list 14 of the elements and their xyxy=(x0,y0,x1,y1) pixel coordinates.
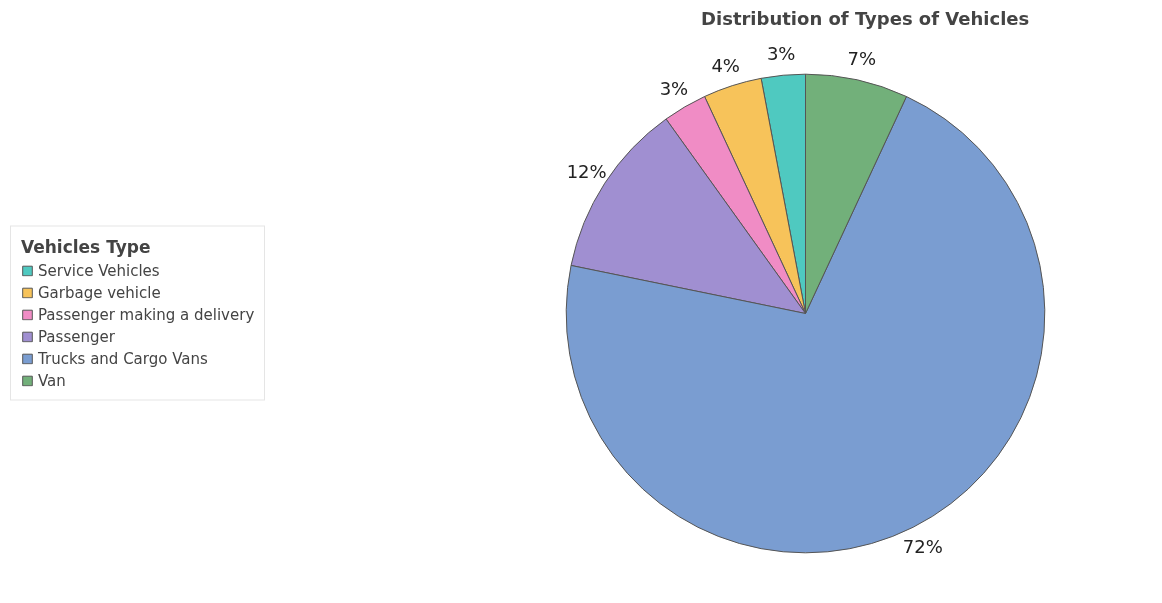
legend-label: Trucks and Cargo Vans xyxy=(38,349,208,368)
legend-label: Van xyxy=(38,371,66,390)
data-label: 3% xyxy=(766,43,796,65)
legend-label: Garbage vehicle xyxy=(38,283,161,302)
legend-label: Service Vehicles xyxy=(38,261,160,280)
data-label: 72% xyxy=(902,535,943,557)
legend-label: Passenger making a delivery xyxy=(38,305,255,324)
data-label: 3% xyxy=(659,77,689,99)
data-label: 12% xyxy=(566,161,607,183)
data-label: 4% xyxy=(711,54,740,76)
chart-title: Distribution of Types of Vehicles xyxy=(701,7,1030,29)
data-label: 7% xyxy=(847,48,877,70)
legend-title: Vehicles Type xyxy=(21,236,152,257)
legend-label: Passenger xyxy=(38,327,115,346)
